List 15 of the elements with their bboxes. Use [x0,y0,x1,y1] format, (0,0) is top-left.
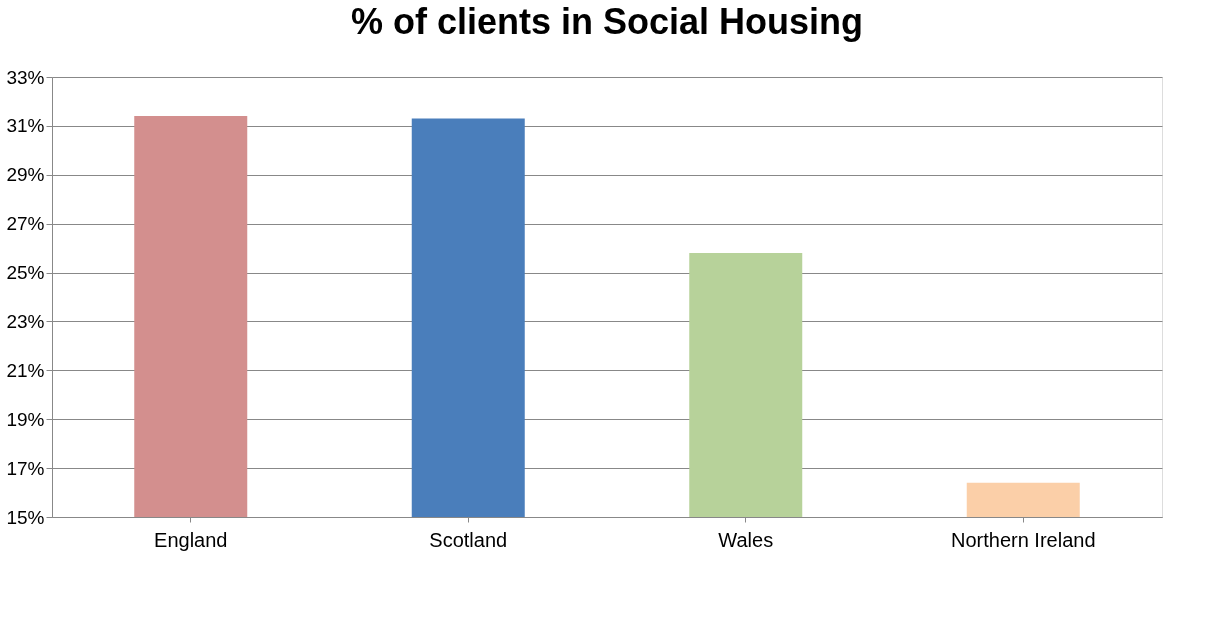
chart-title: % of clients in Social Housing [350,1,864,42]
y-tick-label: 29% [6,164,45,186]
y-tick-label: 15% [6,506,45,528]
x-tick-label: England [154,528,228,551]
y-tick-label: 33% [6,66,45,88]
x-tick-label: Northern Ireland [950,528,1096,551]
y-tick-label: 31% [6,115,45,137]
y-tick-label: 21% [6,359,45,381]
x-tick-label: Scotland [429,528,508,551]
y-tick-label: 19% [6,408,45,430]
y-tick-label: 27% [6,213,45,235]
y-tick-label: 17% [6,457,45,479]
y-tick-label: 23% [6,310,45,332]
y-tick-label: 25% [6,262,45,284]
x-tick-label: Wales [718,528,774,551]
